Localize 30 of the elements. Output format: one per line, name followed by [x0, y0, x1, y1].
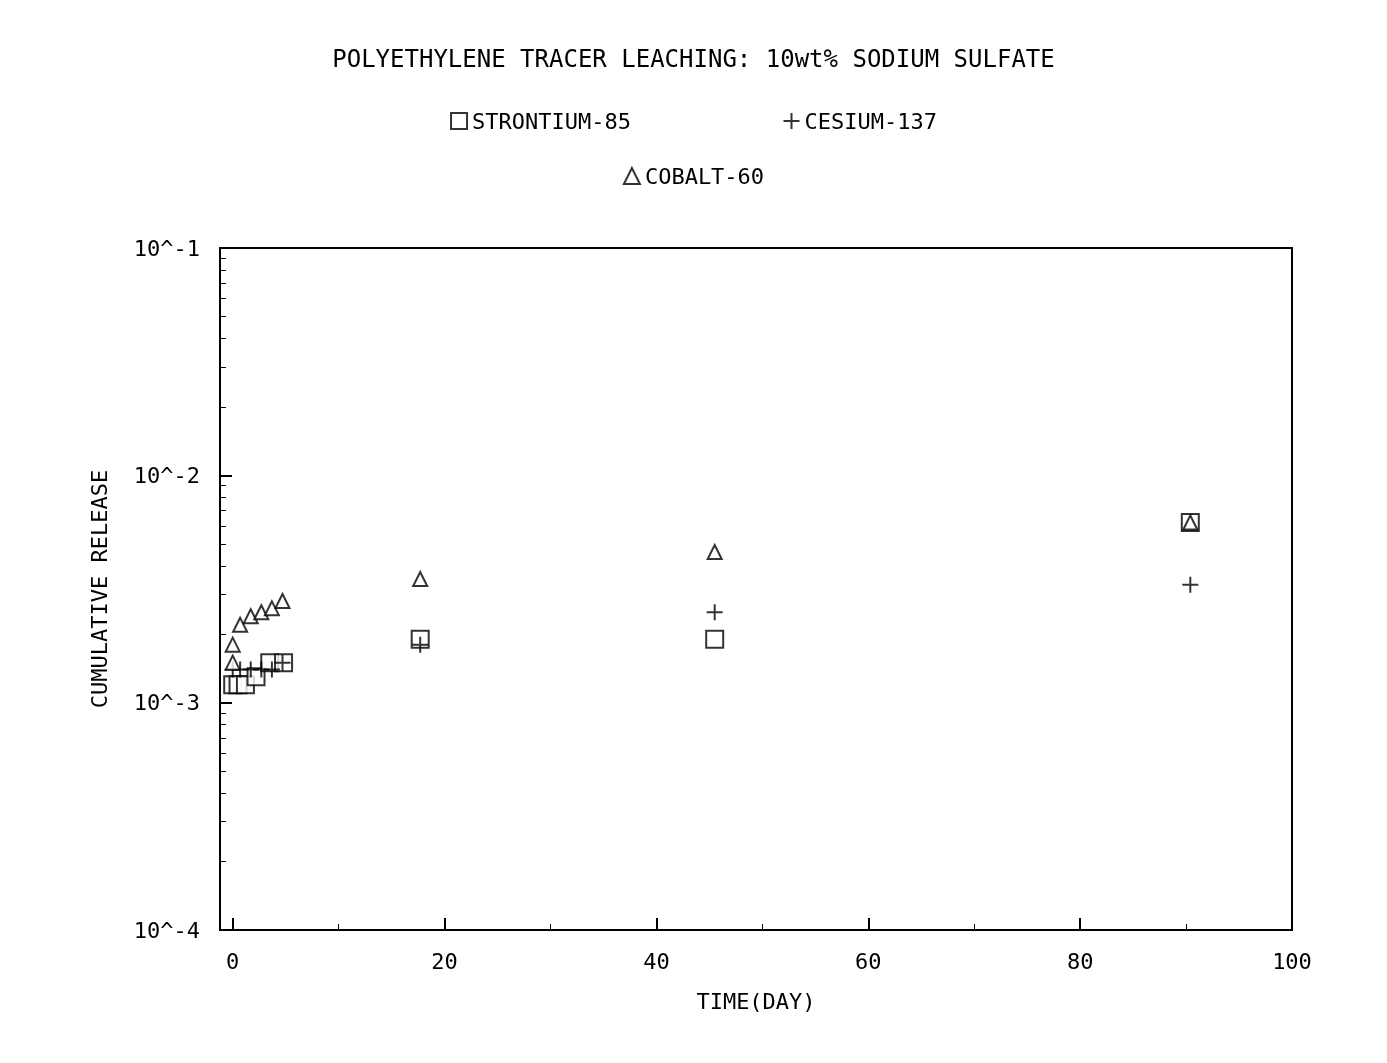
x-tick-label: 100: [1272, 948, 1312, 974]
x-tick-label: 80: [1066, 948, 1094, 974]
x-tick-label: 40: [643, 948, 670, 974]
chart-title: POLYETHYLENE TRACER LEACHING: 10wt% SODIUM SULFATE: [332, 45, 1055, 73]
point: [274, 593, 291, 610]
point: [224, 636, 241, 653]
x-tick-label: 20: [431, 948, 458, 974]
point: [1181, 575, 1200, 594]
point: [706, 544, 723, 560]
point: [253, 604, 270, 621]
y-tick-label: 10^-3: [133, 690, 200, 716]
point: [705, 629, 725, 649]
y-tick-label: 10^-1: [133, 235, 200, 261]
legend-label: CESIUM-137: [804, 108, 937, 134]
x-axis-title: TIME(DAY): [696, 988, 816, 1014]
point: [242, 608, 259, 625]
point: [232, 616, 249, 633]
point: [411, 635, 430, 654]
legend-label: STRONTIUM-85: [472, 108, 632, 134]
point: [262, 660, 281, 679]
y-tick-label: 10^-4: [133, 917, 200, 943]
point: [412, 570, 429, 587]
legend-label: COBALT-60: [644, 163, 765, 189]
point: [263, 600, 280, 617]
y-axis-title: CUMULATIVE RELEASE: [86, 469, 112, 709]
x-tick-label: 0: [226, 948, 240, 974]
y-tick-label: 10^-2: [133, 462, 200, 488]
point: [224, 654, 241, 671]
point: [705, 603, 724, 622]
x-tick-label: 60: [855, 948, 882, 974]
